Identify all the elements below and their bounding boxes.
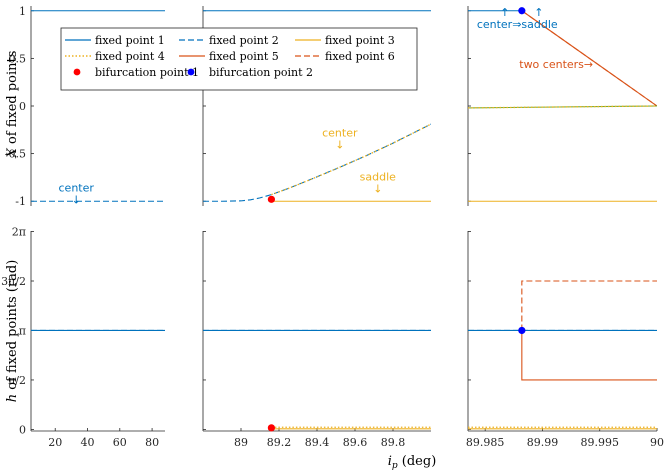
annotation: saddle [360,170,396,183]
annotation-arrow: ↓ [335,138,344,151]
y-tick-label: π/2 [8,374,26,387]
x-tick-label: 89.2 [267,436,292,449]
legend-entry-bifurcation-point-2: bifurcation point 2 [187,66,313,79]
x-tick-label: 89.985 [466,436,505,449]
bifurcation-point-1-marker [267,195,275,203]
series-fixed-point-5 [521,330,657,381]
bifurcation-point-2-marker [518,326,526,335]
legend-marker [187,68,195,76]
series-fixed-point-4 [468,105,657,109]
annotation: two centers→ [519,58,593,71]
legend-label: fixed point 2 [209,34,279,47]
bifurcation-point-2-marker [518,7,526,15]
y-tick-label: -0.5 [5,148,26,161]
panel-top-middle: center↓saddle↓ [202,6,431,206]
series-fixed-point-2 [203,123,431,202]
series-group [203,329,431,430]
x-tick-label: 80 [145,436,159,449]
x-tick-label: 90 [650,436,664,449]
y-tick-label: π [19,324,26,337]
annotation-arrow: ↑ [534,6,543,19]
legend-label: fixed point 1 [95,34,165,47]
annotation: center [59,182,95,195]
annotation: center [322,126,358,139]
panel-bottom-left: 0 π/2 π 3π/2 2π 20 40 60 80 [1,226,165,449]
y-tick-label: 2π [12,226,26,239]
x-tick-label: 40 [81,436,95,449]
series-fixed-point-6 [521,280,657,331]
panel-top-left: -1 -0.5 0 0.5 1 center↓ [5,5,165,208]
panel-top-right: center⇒saddle two centers→ ↑ ↑ [467,6,657,206]
series-group [468,280,657,430]
legend-label: fixed point 6 [325,50,395,63]
y-tick-label: 0.5 [9,52,27,65]
x-tick-label: 89 [234,436,248,449]
legend-label: bifurcation point 1 [95,66,199,79]
annotation: center⇒saddle [477,18,558,31]
series-fixed-point-6 [521,10,657,107]
y-tick-label: 1 [19,5,26,18]
y-axis-label-top: X of fixed points [5,51,20,159]
panel-bottom-middle: 89 89.2 89.4 89.6 89.8 [202,231,431,449]
series-group [31,10,165,202]
bifurcation-point-1-marker [267,424,275,432]
legend-entry-fixed-point-5: fixed point 5 [179,50,279,63]
x-tick-label: 20 [48,436,62,449]
annotation-arrow: ↓ [373,182,382,195]
x-tick-label: 89.4 [305,436,330,449]
x-tick-label: 89.6 [343,436,368,449]
panel-bottom-right: 89.985 89.99 89.995 90 [466,231,664,449]
series-fixed-point-4 [271,123,431,196]
series-group [203,10,431,202]
panels: -1-0.500.51center↓center↓saddle↓center⇒s… [1,5,664,449]
legend-entry-fixed-point-1: fixed point 1 [65,34,165,47]
y-tick-label: 3π/2 [1,275,26,288]
legend: fixed point 1 fixed point 2 fixed point 3 f… [60,27,418,91]
x-axis-label: ip (deg) [388,454,437,471]
x-tick-label: 60 [113,436,127,449]
legend-label: fixed point 4 [95,50,165,63]
y-tick-label: 0 [19,423,26,436]
y-axis-label-bottom: h of fixed points (rad) [5,260,20,403]
legend-label: fixed point 5 [209,50,279,63]
figure-labels: X of fixed points h of fixed points (rad… [5,51,436,471]
legend-marker [73,68,81,76]
legend-label: fixed point 3 [325,34,395,47]
annotation-arrow: ↓ [72,194,81,207]
legend-entry-fixed-point-2: fixed point 2 [179,34,279,47]
legend-entry-fixed-point-3: fixed point 3 [295,34,395,47]
annotation-arrow: ↑ [500,6,509,19]
legend-entry-bifurcation-point-1: bifurcation point 1 [73,66,199,79]
legend-entry-fixed-point-4: fixed point 4 [65,50,165,63]
legend-label: bifurcation point 2 [209,66,313,79]
legend-entry-fixed-point-6: fixed point 6 [295,50,395,63]
series-group [468,10,657,202]
x-tick-label: 89.8 [381,436,406,449]
x-tick-label: 89.995 [580,436,619,449]
y-tick-label: 0 [19,100,26,113]
y-tick-label: -1 [15,195,26,208]
legend-box [60,27,418,91]
x-tick-label: 89.99 [527,436,559,449]
